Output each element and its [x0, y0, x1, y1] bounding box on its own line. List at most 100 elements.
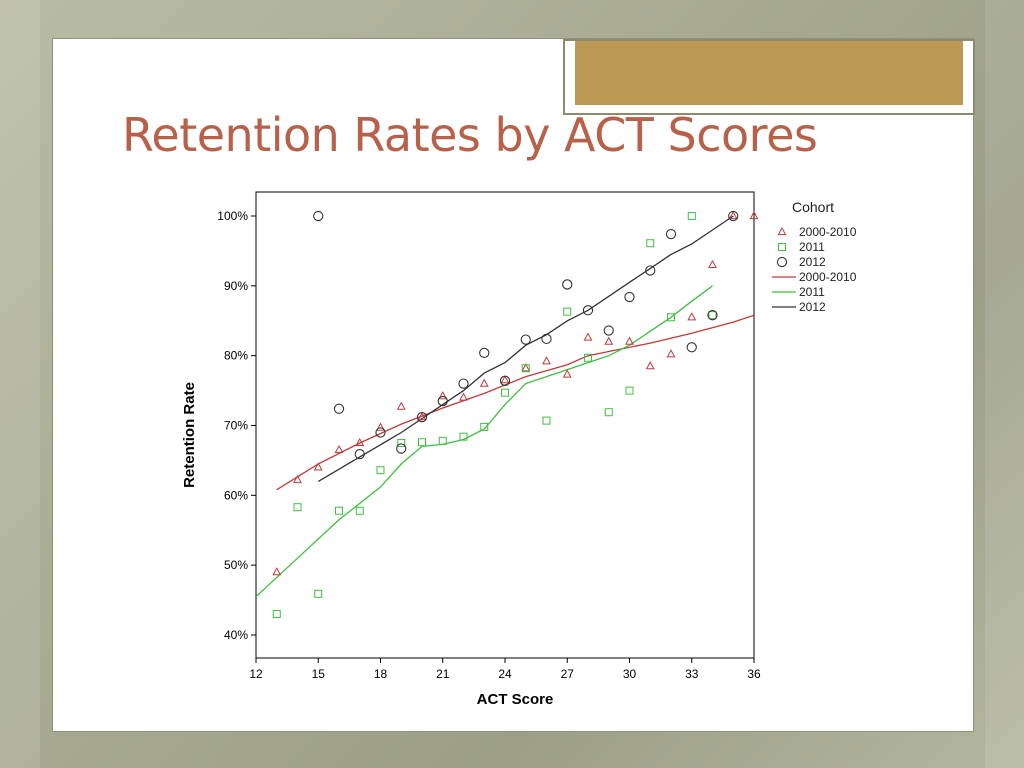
data-point-2000-2010	[396, 401, 406, 410]
data-point-2012	[728, 210, 739, 222]
background-stripe	[985, 0, 1024, 768]
data-point-2012	[479, 347, 490, 359]
slide-title: Retention Rates by ACT Scores	[122, 108, 818, 162]
data-point-2011	[667, 313, 675, 322]
data-point-2000-2010	[355, 437, 365, 447]
y-tick-label: 40%	[224, 628, 248, 642]
title-accent-frame	[563, 39, 975, 115]
data-point-2000-2010	[708, 259, 717, 268]
data-point-2011	[459, 432, 468, 441]
legend-title: Cohort	[792, 199, 834, 215]
y-tick-label: 90%	[224, 279, 248, 293]
chart-container: 12 15 18 21 24 27 30 33 36 40% 50% 60% 70% 80% 90% 100%…	[160, 180, 880, 720]
data-point-2012	[541, 333, 552, 345]
x-tick-label: 24	[498, 667, 512, 681]
data-point-2012	[645, 265, 656, 276]
plot-frame	[255, 191, 755, 659]
data-point-2012	[437, 395, 448, 407]
data-point-2012	[686, 342, 697, 353]
title-accent-bar	[575, 41, 963, 105]
data-point-2012	[333, 403, 345, 414]
legend-symbol	[776, 256, 788, 268]
data-point-2000-2010	[604, 336, 614, 345]
data-point-2012	[562, 279, 573, 290]
data-point-2011	[376, 466, 385, 475]
data-point-2000-2010	[334, 444, 344, 454]
data-point-2000-2010	[376, 422, 385, 431]
x-tick-label: 36	[747, 667, 761, 681]
y-tick-label: 100%	[217, 209, 248, 223]
data-point-2011	[625, 386, 634, 395]
data-point-2011	[646, 239, 655, 248]
data-point-2000-2010	[542, 356, 551, 365]
legend-label: 2012	[799, 300, 826, 314]
data-point-2011	[355, 506, 364, 515]
legend-label: 2000-2010	[799, 270, 857, 284]
data-point-2000-2010	[583, 332, 593, 341]
data-point-2000-2010	[728, 210, 738, 220]
data-point-2012	[375, 427, 386, 438]
data-point-2000-2010	[687, 312, 697, 321]
data-point-2000-2010	[438, 391, 448, 400]
fit-line-2012	[317, 215, 734, 482]
retention-chart: 12 15 18 21 24 27 30 33 36 40% 50% 60% 70% 80% 90% 100%…	[181, 191, 857, 708]
y-tick-label: 70%	[224, 419, 248, 433]
data-point-2012	[582, 305, 594, 316]
data-point-2000-2010	[500, 375, 510, 384]
x-tick-label: 30	[623, 667, 637, 681]
data-point-2000-2010	[562, 369, 572, 378]
legend-label: 2011	[799, 240, 825, 254]
legend-symbol	[777, 226, 787, 236]
data-point-2000-2010	[417, 412, 427, 421]
x-tick-label: 33	[685, 667, 699, 681]
data-point-2011	[604, 408, 613, 417]
data-point-2012	[416, 411, 428, 423]
data-point-2011	[521, 364, 530, 373]
x-tick-label: 18	[374, 667, 388, 681]
data-point-2000-2010	[749, 210, 759, 220]
data-point-2000-2010	[479, 378, 489, 387]
data-point-2000-2010	[521, 363, 531, 372]
data-point-2011	[687, 212, 696, 220]
y-tick-label: 60%	[224, 488, 248, 502]
data-point-2011	[480, 422, 489, 431]
data-point-2012	[354, 448, 365, 460]
data-point-2012	[313, 210, 324, 222]
x-axis-label: ACT Score	[477, 691, 554, 708]
x-tick-label: 21	[436, 667, 450, 681]
data-point-2000-2010	[272, 567, 282, 576]
legend-label: 2011	[799, 285, 825, 299]
y-axis-label: Retention Rate	[181, 382, 198, 488]
data-point-2012	[665, 229, 677, 240]
legend-label: 2012	[799, 255, 826, 269]
fit-line-2011	[256, 285, 713, 598]
data-point-2012	[396, 443, 407, 454]
data-point-2011	[584, 353, 592, 362]
data-point-2000-2010	[625, 336, 634, 345]
data-point-2012	[624, 291, 635, 303]
data-point-2012	[707, 310, 718, 321]
data-point-2011	[708, 311, 717, 320]
data-point-2000-2010	[645, 361, 655, 370]
legend-symbol	[778, 243, 786, 251]
fit-line-2000-2010	[276, 314, 754, 491]
x-tick-label: 12	[249, 667, 263, 681]
data-point-2011	[293, 503, 302, 512]
data-point-2011	[563, 307, 572, 316]
data-point-2012	[520, 334, 531, 345]
legend-label: 2000-2010	[799, 225, 857, 239]
data-point-2012	[603, 325, 614, 336]
data-point-2011	[335, 506, 343, 515]
y-tick-label: 50%	[224, 558, 248, 572]
x-tick-label: 27	[561, 667, 575, 681]
background-stripe	[0, 0, 40, 768]
data-point-2000-2010	[459, 392, 468, 401]
y-tick-label: 80%	[224, 349, 248, 363]
data-point-2011	[397, 438, 406, 447]
data-point-2011	[438, 436, 447, 445]
data-point-2011	[501, 388, 509, 397]
data-point-2011	[272, 610, 281, 619]
data-point-2011	[418, 438, 426, 447]
data-point-2012	[458, 378, 469, 389]
data-point-2000-2010	[293, 474, 302, 484]
